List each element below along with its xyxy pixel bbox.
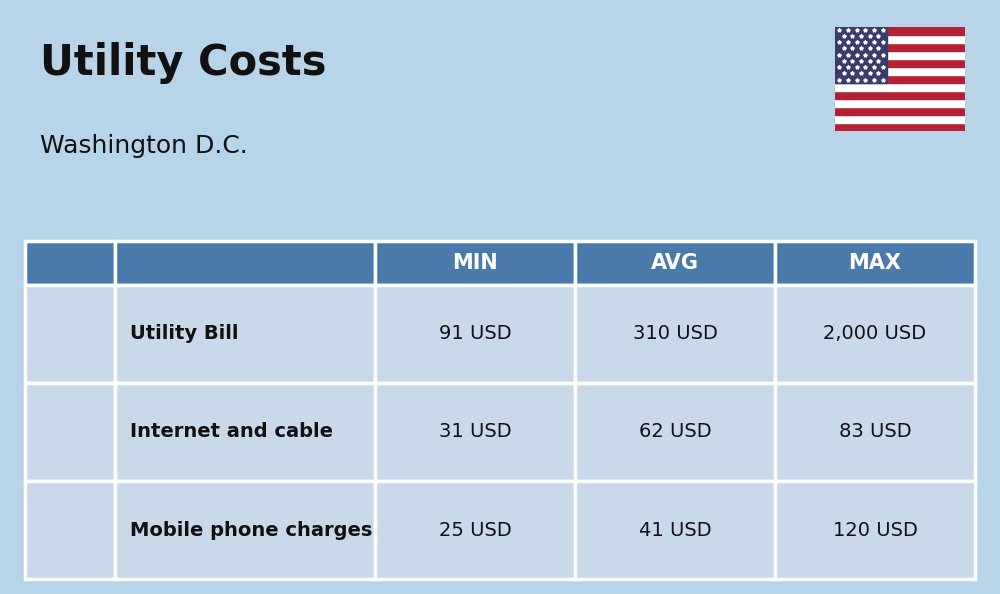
- Text: Utility Bill: Utility Bill: [130, 324, 239, 343]
- FancyBboxPatch shape: [56, 516, 84, 546]
- Bar: [59, 523, 66, 527]
- Bar: [835, 75, 965, 83]
- Circle shape: [66, 541, 74, 545]
- Bar: [78, 517, 85, 521]
- Text: 25 USD: 25 USD: [439, 520, 511, 539]
- Polygon shape: [40, 338, 60, 352]
- Bar: [835, 27, 887, 83]
- Text: Internet and cable: Internet and cable: [130, 422, 333, 441]
- Circle shape: [72, 318, 82, 324]
- Text: 2,000 USD: 2,000 USD: [823, 324, 927, 343]
- Bar: [68, 529, 75, 533]
- Bar: [78, 523, 85, 527]
- Text: 31 USD: 31 USD: [439, 422, 511, 441]
- Text: MAX: MAX: [848, 252, 902, 273]
- Bar: [835, 50, 965, 59]
- Text: 120 USD: 120 USD: [833, 520, 917, 539]
- Bar: [68, 517, 75, 521]
- Text: 41 USD: 41 USD: [639, 520, 711, 539]
- Text: Mobile phone charges: Mobile phone charges: [130, 520, 372, 539]
- Polygon shape: [46, 434, 94, 447]
- Text: 91 USD: 91 USD: [439, 324, 511, 343]
- FancyBboxPatch shape: [50, 508, 90, 551]
- Bar: [835, 91, 965, 99]
- Bar: [835, 115, 965, 123]
- Bar: [835, 107, 965, 115]
- Polygon shape: [38, 314, 56, 331]
- Bar: [835, 67, 965, 75]
- Bar: [59, 517, 66, 521]
- Text: 83 USD: 83 USD: [839, 422, 911, 441]
- Text: 62 USD: 62 USD: [639, 422, 711, 441]
- Text: Utility Costs: Utility Costs: [40, 42, 326, 84]
- Bar: [835, 43, 965, 50]
- Text: AVG: AVG: [651, 252, 699, 273]
- Bar: [59, 529, 66, 533]
- Bar: [835, 83, 965, 91]
- Bar: [835, 99, 965, 107]
- Text: 310 USD: 310 USD: [633, 324, 717, 343]
- Bar: [835, 34, 965, 43]
- Text: Washington D.C.: Washington D.C.: [40, 134, 248, 157]
- Bar: [835, 59, 965, 67]
- Bar: [68, 523, 75, 527]
- Bar: [835, 123, 965, 131]
- Text: MIN: MIN: [452, 252, 498, 273]
- Polygon shape: [70, 338, 102, 352]
- Polygon shape: [67, 315, 87, 327]
- Bar: [835, 27, 965, 34]
